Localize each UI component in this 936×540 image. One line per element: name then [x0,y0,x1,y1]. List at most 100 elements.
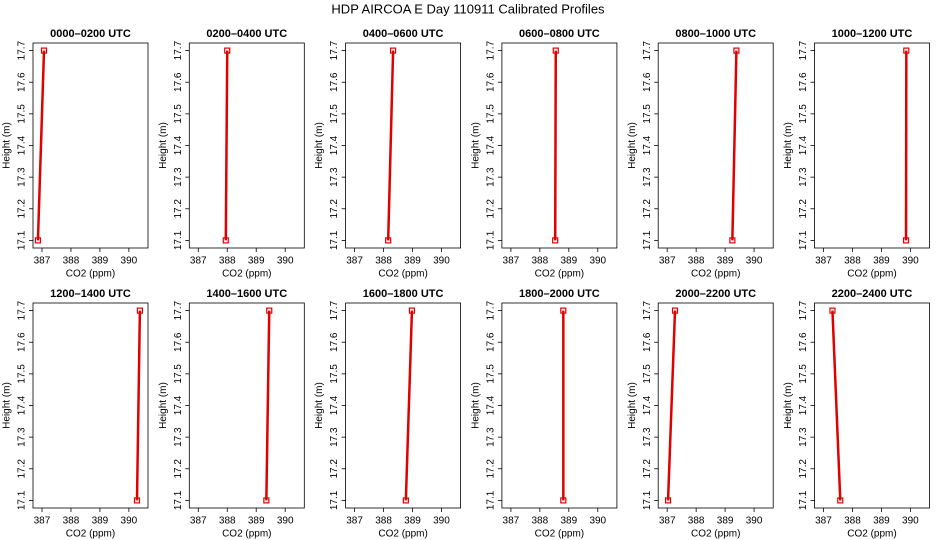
profile-line [224,50,229,241]
plot-frame [814,42,930,249]
y-tick-label: 17.7 [798,40,809,60]
y-tick-label: 17.1 [173,490,184,510]
x-tick-label: 388 [532,256,549,267]
y-tick-label: 17.1 [642,490,653,510]
y-tick-label: 17.5 [642,364,653,384]
profile-point [385,237,392,244]
y-tick-label: 17.1 [17,230,28,250]
plot-frame [814,302,930,509]
y-tick-label: 17.5 [642,104,653,124]
panel-title: 0000–0200 UTC [50,28,131,40]
y-tick-label: 17.2 [798,459,809,479]
x-tick-label: 387 [190,516,207,527]
y-tick-label: 17.5 [329,364,340,384]
x-tick-label: 388 [219,516,236,527]
y-tick-label: 17.4 [486,395,497,415]
panel-title: 1200–1400 UTC [50,288,131,300]
profile-line [831,310,842,501]
profile-point [34,237,42,244]
y-tick-label: 17.5 [17,364,28,384]
y-tick-label: 17.5 [173,364,184,384]
x-tick-label: 390 [433,516,450,527]
y-tick-label: 17.6 [486,72,497,92]
x-tick-label: 390 [746,516,763,527]
y-tick-label: 17.1 [329,230,340,250]
y-tick-label: 17.2 [173,459,184,479]
x-axis-label: CO2 (ppm) [691,529,740,540]
y-tick-label: 17.6 [173,72,184,92]
x-tick-label: 388 [844,516,861,527]
y-tick-label: 17.3 [17,427,28,447]
y-tick-label: 17.7 [17,300,28,320]
profile-point [671,307,679,314]
x-tick-label: 387 [503,516,520,527]
y-tick-label: 17.1 [486,490,497,510]
y-axis-label: Height (m) [783,382,794,429]
y-tick-label: 17.3 [486,167,497,187]
x-tick-label: 388 [219,256,236,267]
y-tick-label: 17.5 [17,104,28,124]
x-tick-label: 389 [248,516,265,527]
profile-line [731,50,738,241]
y-tick-label: 17.2 [486,459,497,479]
profile-line [135,310,142,501]
y-tick-label: 17.1 [486,230,497,250]
x-axis-label: CO2 (ppm) [847,269,896,280]
profile-point [390,47,397,54]
y-tick-label: 17.7 [329,40,340,60]
y-tick-label: 17.1 [17,490,28,510]
y-tick-label: 17.7 [173,40,184,60]
panel-title: 1000–1200 UTC [832,28,913,40]
plot-frame [188,302,305,509]
x-tick-label: 387 [346,256,363,267]
x-tick-label: 387 [34,256,51,267]
profile-point [552,237,559,244]
profile-point [224,47,231,54]
x-tick-label: 389 [560,516,577,527]
x-tick-label: 389 [92,516,109,527]
x-tick-label: 390 [277,516,294,527]
x-axis-label: CO2 (ppm) [847,529,896,540]
plot-frame [188,42,305,249]
y-axis-label: Height (m) [783,122,794,169]
plot-frame [32,302,149,509]
y-tick-label: 17.5 [798,104,809,124]
plot-frame [657,302,774,509]
profile-point [266,307,273,314]
x-axis-label: CO2 (ppm) [535,529,584,540]
x-tick-label: 387 [190,256,207,267]
x-tick-label: 388 [688,516,705,527]
y-axis-label: Height (m) [2,122,13,169]
plot-frame [32,42,149,249]
y-tick-label: 17.2 [17,199,28,219]
x-tick-label: 390 [589,516,606,527]
y-tick-label: 17.6 [17,72,28,92]
profile-line [36,50,46,241]
profile-line [386,50,395,241]
y-tick-label: 17.4 [486,135,497,155]
profile-point [902,237,910,244]
y-tick-label: 17.3 [17,167,28,187]
y-tick-label: 17.6 [329,332,340,352]
x-axis-label: CO2 (ppm) [222,269,271,280]
x-tick-label: 390 [121,256,138,267]
profile-line [404,310,414,501]
panel-title: 1600–1800 UTC [363,288,444,300]
profile-point [402,497,409,504]
x-tick-label: 388 [63,256,80,267]
y-tick-label: 17.6 [642,72,653,92]
profile-point [40,47,48,54]
x-tick-label: 387 [659,516,676,527]
x-tick-label: 388 [688,256,705,267]
profile-point [136,307,143,314]
y-tick-label: 17.2 [173,199,184,219]
panel-title: 2000–2200 UTC [675,288,756,300]
x-tick-label: 387 [815,516,832,527]
x-tick-label: 390 [589,256,606,267]
x-tick-label: 389 [404,256,421,267]
profile-point [903,47,910,54]
profile-point [552,47,559,54]
profile-point [560,307,567,314]
page-title: HDP AIRCOA E Day 110911 Calibrated Profi… [331,1,605,16]
